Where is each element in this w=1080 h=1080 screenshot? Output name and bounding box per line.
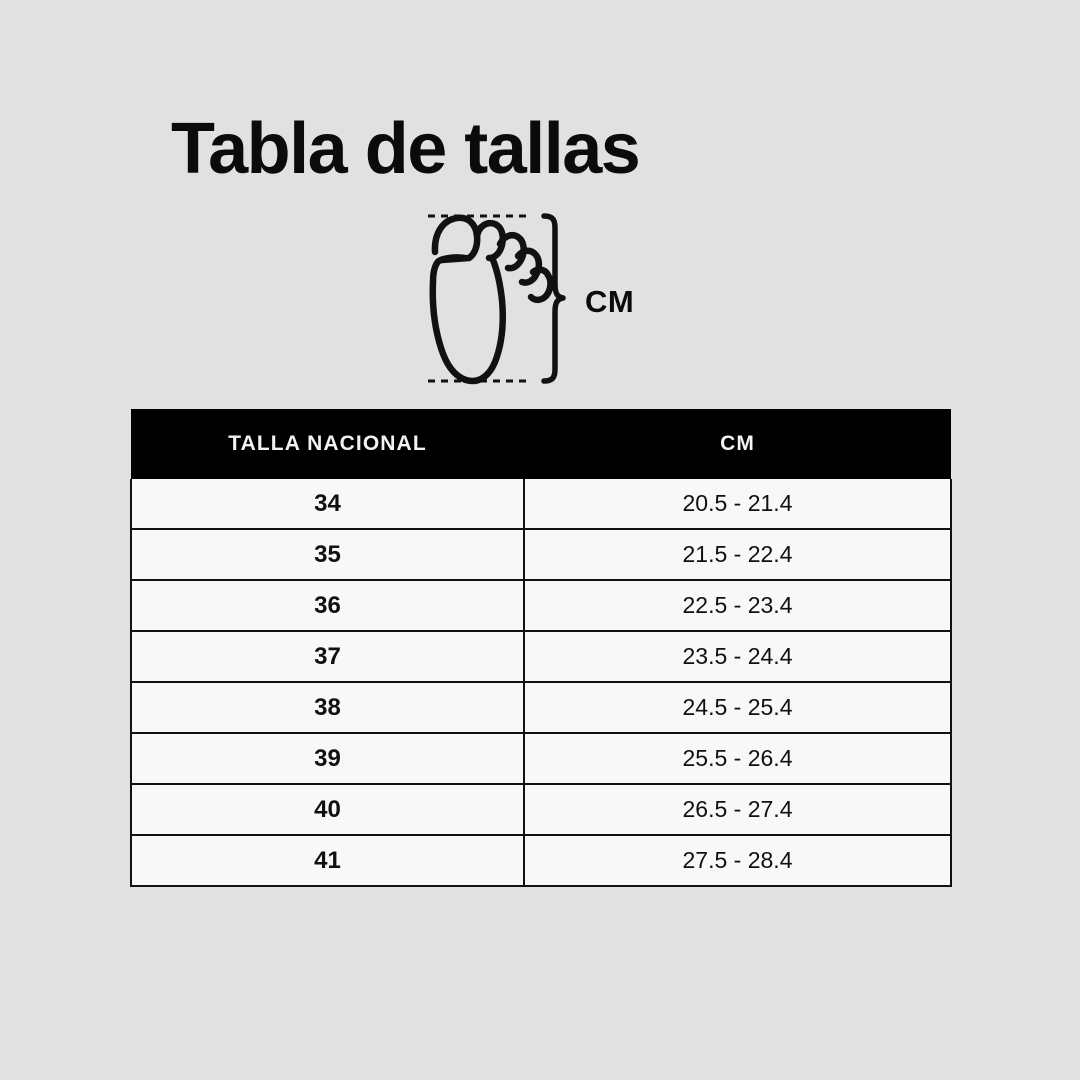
cell-talla-nacional: 40 xyxy=(130,784,525,836)
table-row: 40 26.5 - 27.4 xyxy=(130,784,952,836)
cell-talla-nacional: 38 xyxy=(130,682,525,734)
table-row: 38 24.5 - 25.4 xyxy=(130,682,952,734)
table-row: 34 20.5 - 21.4 xyxy=(130,479,952,530)
foot-sole-outline-icon xyxy=(429,214,554,385)
cell-talla-nacional: 37 xyxy=(130,631,525,683)
cell-cm-range: 26.5 - 27.4 xyxy=(524,784,952,836)
table-row: 37 23.5 - 24.4 xyxy=(130,631,952,683)
curly-brace-icon xyxy=(541,213,566,384)
column-header-cm: CM xyxy=(524,409,951,479)
table-header: TALLA NACIONAL CM xyxy=(131,409,951,479)
cell-talla-nacional: 36 xyxy=(130,580,525,632)
cell-cm-range: 27.5 - 28.4 xyxy=(524,835,952,887)
cell-cm-range: 25.5 - 26.4 xyxy=(524,733,952,785)
cm-measurement-label: CM xyxy=(585,284,635,319)
size-chart-table: TALLA NACIONAL CM 34 20.5 - 21.4 35 21.5 - … xyxy=(130,409,952,887)
cell-talla-nacional: 39 xyxy=(130,733,525,785)
table-body: 34 20.5 - 21.4 35 21.5 - 22.4 36 22.5 - 23.4 3… xyxy=(130,479,952,887)
table-row: 39 25.5 - 26.4 xyxy=(130,733,952,785)
cell-talla-nacional: 34 xyxy=(130,479,525,530)
size-chart-table-wrapper: TALLA NACIONAL CM 34 20.5 - 21.4 35 21.5 - … xyxy=(130,409,952,887)
foot-diagram-graphic xyxy=(428,213,566,385)
page-title: Tabla de tallas xyxy=(171,109,641,189)
cell-talla-nacional: 41 xyxy=(130,835,525,887)
table-row: 35 21.5 - 22.4 xyxy=(130,529,952,581)
cell-talla-nacional: 35 xyxy=(130,529,525,581)
table-header-row: TALLA NACIONAL CM xyxy=(131,409,951,479)
foot-measurement-diagram: CM xyxy=(405,200,675,400)
table-row: 41 27.5 - 28.4 xyxy=(130,835,952,887)
cell-cm-range: 21.5 - 22.4 xyxy=(524,529,952,581)
cell-cm-range: 24.5 - 25.4 xyxy=(524,682,952,734)
column-header-talla-nacional: TALLA NACIONAL xyxy=(131,409,524,479)
cell-cm-range: 23.5 - 24.4 xyxy=(524,631,952,683)
cell-cm-range: 20.5 - 21.4 xyxy=(524,479,952,530)
cell-cm-range: 22.5 - 23.4 xyxy=(524,580,952,632)
table-row: 36 22.5 - 23.4 xyxy=(130,580,952,632)
